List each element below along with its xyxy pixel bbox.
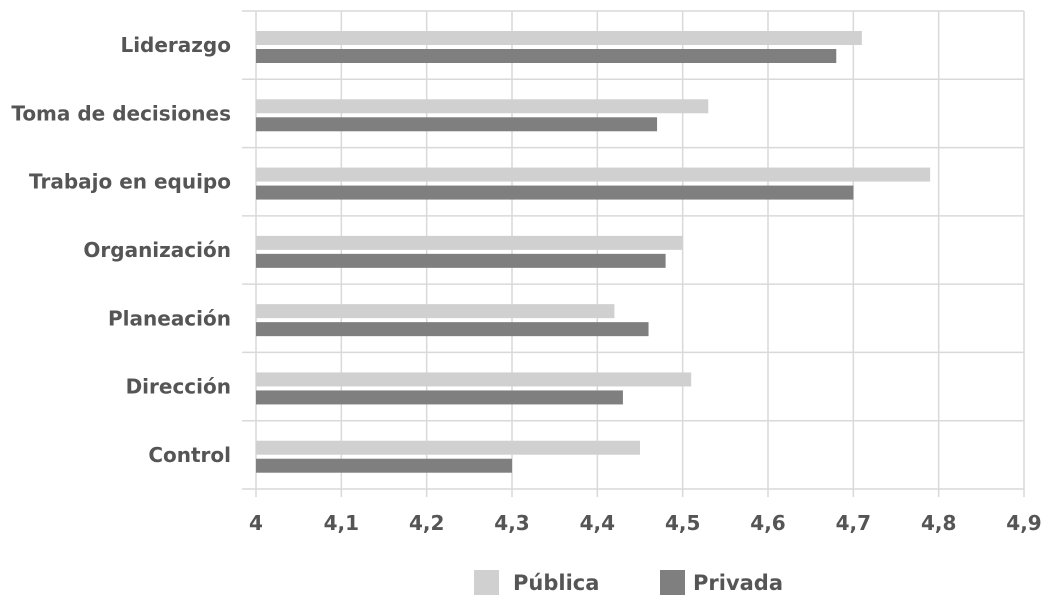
category-label: Trabajo en equipo — [29, 170, 231, 194]
legend-label-publica: Pública — [513, 571, 599, 595]
bar-publica — [256, 167, 931, 182]
x-tick-label: 4,1 — [324, 511, 359, 535]
bar-publica — [256, 372, 692, 387]
x-tick-label: 4,4 — [580, 511, 615, 535]
bar-privada — [256, 117, 658, 132]
bar-privada — [256, 458, 512, 473]
x-tick-label: 4,6 — [750, 511, 785, 535]
category-label: Liderazgo — [120, 33, 231, 57]
bar-privada — [256, 253, 666, 268]
bar-publica — [256, 31, 862, 45]
x-tick-label: 4,2 — [409, 511, 444, 535]
x-tick-label: 4,5 — [665, 511, 700, 535]
bar-publica — [256, 99, 709, 114]
legend-swatch-publica — [474, 570, 499, 595]
x-tick-label: 4,9 — [1006, 511, 1041, 535]
bar-privada — [256, 390, 623, 405]
x-tick-label: 4,7 — [836, 511, 871, 535]
x-tick-label: 4,3 — [494, 511, 529, 535]
x-tick-label: 4,8 — [921, 511, 956, 535]
bar-privada — [256, 49, 837, 63]
legend-swatch-privada — [660, 570, 685, 595]
category-label: Control — [148, 443, 231, 467]
category-label: Dirección — [126, 375, 231, 399]
category-label: Toma de decisiones — [11, 101, 231, 125]
bar-privada — [256, 185, 854, 200]
bar-privada — [256, 322, 649, 337]
category-label: Organización — [83, 238, 231, 262]
x-tick-label: 4 — [249, 511, 263, 535]
bar-publica — [256, 304, 615, 319]
legend-label-privada: Privada — [693, 571, 783, 595]
bar-publica — [256, 440, 640, 455]
bar-publica — [256, 235, 683, 250]
category-label: Planeación — [108, 306, 231, 330]
